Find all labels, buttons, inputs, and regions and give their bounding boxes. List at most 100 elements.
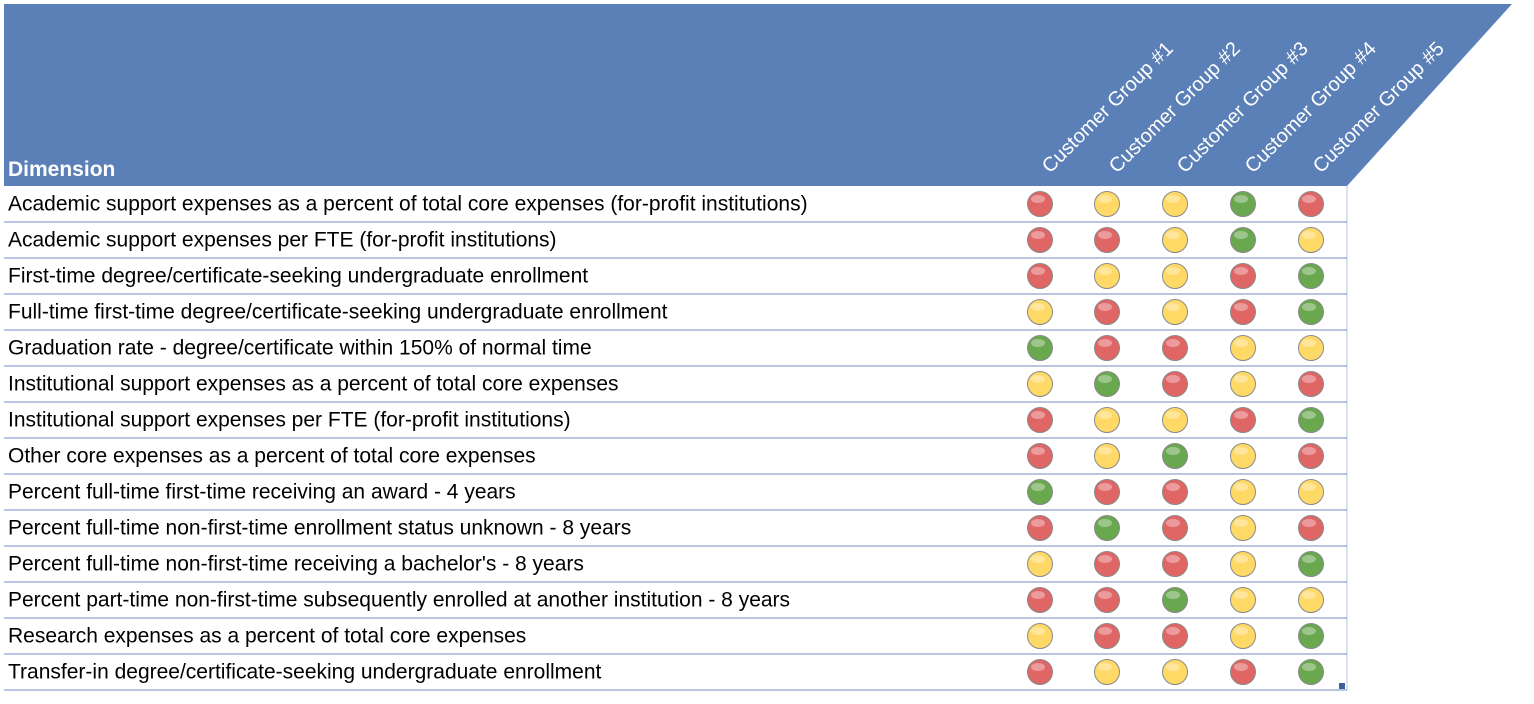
status-icon-shine: [1302, 375, 1316, 383]
status-icon-shine: [1098, 339, 1112, 347]
status-icon: [1027, 407, 1053, 433]
status-icon-shine: [1166, 339, 1180, 347]
status-icon: [1298, 443, 1324, 469]
status-icon: [1027, 587, 1053, 613]
status-icon: [1298, 479, 1324, 505]
status-icon-shine: [1098, 663, 1112, 671]
status-icon: [1162, 335, 1188, 361]
status-icon: [1230, 371, 1256, 397]
status-icon: [1298, 623, 1324, 649]
status-icon: [1298, 659, 1324, 685]
status-icon-shine: [1234, 303, 1248, 311]
status-icon: [1298, 335, 1324, 361]
status-icon-shine: [1302, 231, 1316, 239]
status-icon: [1094, 299, 1120, 325]
status-icon-shine: [1031, 627, 1045, 635]
status-icon: [1027, 299, 1053, 325]
status-icon-shine: [1234, 519, 1248, 527]
status-icon-shine: [1302, 195, 1316, 203]
dimension-header: Dimension: [8, 158, 115, 181]
status-icon-shine: [1234, 411, 1248, 419]
status-icon: [1094, 407, 1120, 433]
status-icon: [1094, 479, 1120, 505]
status-icon-shine: [1302, 591, 1316, 599]
status-icon-shine: [1031, 339, 1045, 347]
status-icon-shine: [1166, 231, 1180, 239]
status-icon-shine: [1234, 627, 1248, 635]
status-icon-shine: [1302, 411, 1316, 419]
status-icon-shine: [1098, 303, 1112, 311]
status-icon-shine: [1031, 591, 1045, 599]
status-icon: [1094, 587, 1120, 613]
status-icon: [1162, 587, 1188, 613]
status-icon: [1298, 191, 1324, 217]
status-icon-shine: [1031, 447, 1045, 455]
status-icon-shine: [1031, 411, 1045, 419]
row-label: First-time degree/certificate-seeking un…: [8, 265, 588, 288]
status-icon-shine: [1031, 555, 1045, 563]
status-icon: [1027, 263, 1053, 289]
status-icon: [1298, 263, 1324, 289]
status-icon: [1027, 335, 1053, 361]
status-icon: [1027, 371, 1053, 397]
status-icon: [1230, 407, 1256, 433]
status-icon: [1230, 263, 1256, 289]
row-label: Percent part-time non-first-time subsequ…: [8, 589, 790, 612]
status-icon-shine: [1031, 483, 1045, 491]
status-icon-shine: [1234, 483, 1248, 491]
status-icon-shine: [1166, 555, 1180, 563]
status-icon: [1094, 551, 1120, 577]
status-icon: [1162, 551, 1188, 577]
status-icon: [1230, 191, 1256, 217]
status-icon: [1298, 407, 1324, 433]
status-icon-shine: [1302, 555, 1316, 563]
status-icon: [1298, 515, 1324, 541]
status-icon-shine: [1098, 267, 1112, 275]
status-icon: [1230, 335, 1256, 361]
status-icon: [1162, 659, 1188, 685]
status-icon-shine: [1166, 663, 1180, 671]
status-icon-shine: [1302, 339, 1316, 347]
status-icon: [1162, 263, 1188, 289]
status-icon: [1094, 515, 1120, 541]
status-icon-shine: [1302, 303, 1316, 311]
status-icon-shine: [1234, 267, 1248, 275]
status-icon-shine: [1166, 591, 1180, 599]
row-label: Research expenses as a percent of total …: [8, 625, 526, 648]
status-icon-shine: [1166, 375, 1180, 383]
status-icon-shine: [1166, 447, 1180, 455]
row-label: Percent full-time non-first-time enrollm…: [8, 517, 631, 540]
row-label: Institutional support expenses per FTE (…: [8, 409, 571, 432]
row-label: Academic support expenses per FTE (for-p…: [8, 229, 557, 252]
status-icon-shine: [1302, 447, 1316, 455]
status-icon: [1162, 443, 1188, 469]
row-label: Other core expenses as a percent of tota…: [8, 445, 536, 468]
status-icon: [1027, 623, 1053, 649]
status-icon: [1298, 587, 1324, 613]
status-icon: [1094, 443, 1120, 469]
status-icon: [1094, 659, 1120, 685]
status-icon: [1027, 515, 1053, 541]
status-icon-shine: [1098, 591, 1112, 599]
row-label: Institutional support expenses as a perc…: [8, 373, 619, 396]
status-icon-shine: [1098, 483, 1112, 491]
status-icon-shine: [1166, 411, 1180, 419]
status-icon-shine: [1234, 663, 1248, 671]
status-icon-shine: [1031, 303, 1045, 311]
status-icon: [1094, 623, 1120, 649]
status-icon-shine: [1031, 663, 1045, 671]
status-icon: [1162, 299, 1188, 325]
status-icon-shine: [1234, 375, 1248, 383]
status-icon: [1094, 227, 1120, 253]
status-icon-shine: [1098, 555, 1112, 563]
status-icon: [1094, 263, 1120, 289]
status-icon: [1230, 551, 1256, 577]
status-icon-shine: [1098, 447, 1112, 455]
status-icon-shine: [1234, 555, 1248, 563]
status-icon: [1027, 659, 1053, 685]
status-icon-shine: [1234, 447, 1248, 455]
status-icon-shine: [1166, 195, 1180, 203]
status-icon-shine: [1098, 375, 1112, 383]
status-icon: [1298, 299, 1324, 325]
status-icon: [1230, 659, 1256, 685]
